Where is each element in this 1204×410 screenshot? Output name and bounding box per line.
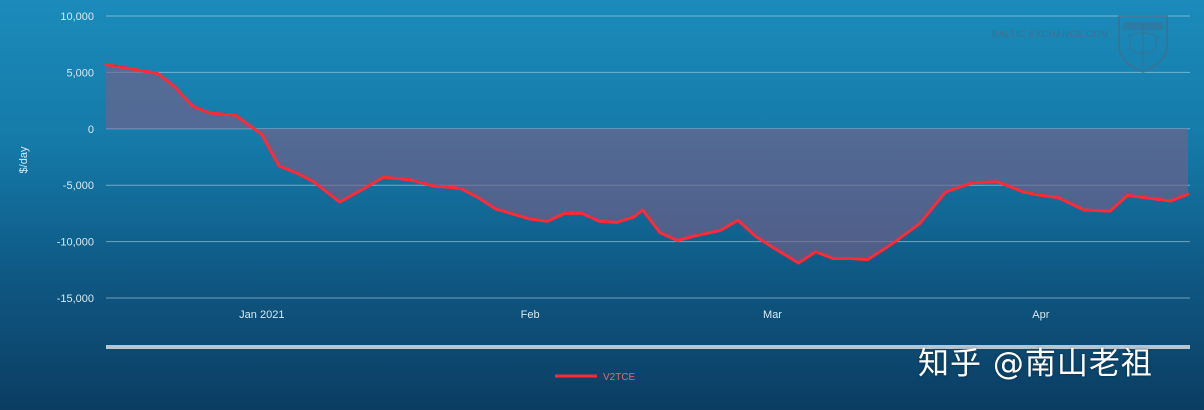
baltic-exchange-shield-icon	[1118, 15, 1168, 74]
source-text: BALTIC EXCHANGE.COM	[992, 29, 1109, 39]
y-axis-title: $/day	[18, 146, 30, 173]
legend-label-v2tce: V2TCE	[603, 372, 636, 383]
watermark-text: 知乎 @南山老祖	[918, 346, 1153, 382]
x-axis: Jan 2021 Feb Mar Apr	[239, 309, 1050, 321]
y-tick-label: -10,000	[57, 237, 94, 249]
x-tick-label: Feb	[521, 309, 540, 321]
y-axis: 10,000 5,000 0 -5,000 -10,000 -15,000	[57, 11, 94, 305]
series-area-v2tce	[106, 64, 1188, 263]
x-tick-label: Jan 2021	[239, 309, 284, 321]
x-tick-label: Mar	[763, 309, 782, 321]
y-tick-label: 0	[88, 124, 94, 136]
y-tick-label: 5,000	[66, 67, 94, 79]
series-line-v2tce	[104, 63, 1190, 265]
y-tick-label: -15,000	[57, 293, 94, 305]
legend: V2TCE	[555, 372, 636, 383]
x-tick-label: Apr	[1032, 309, 1049, 321]
y-tick-label: 10,000	[60, 11, 94, 23]
y-tick-label: -5,000	[63, 180, 94, 192]
